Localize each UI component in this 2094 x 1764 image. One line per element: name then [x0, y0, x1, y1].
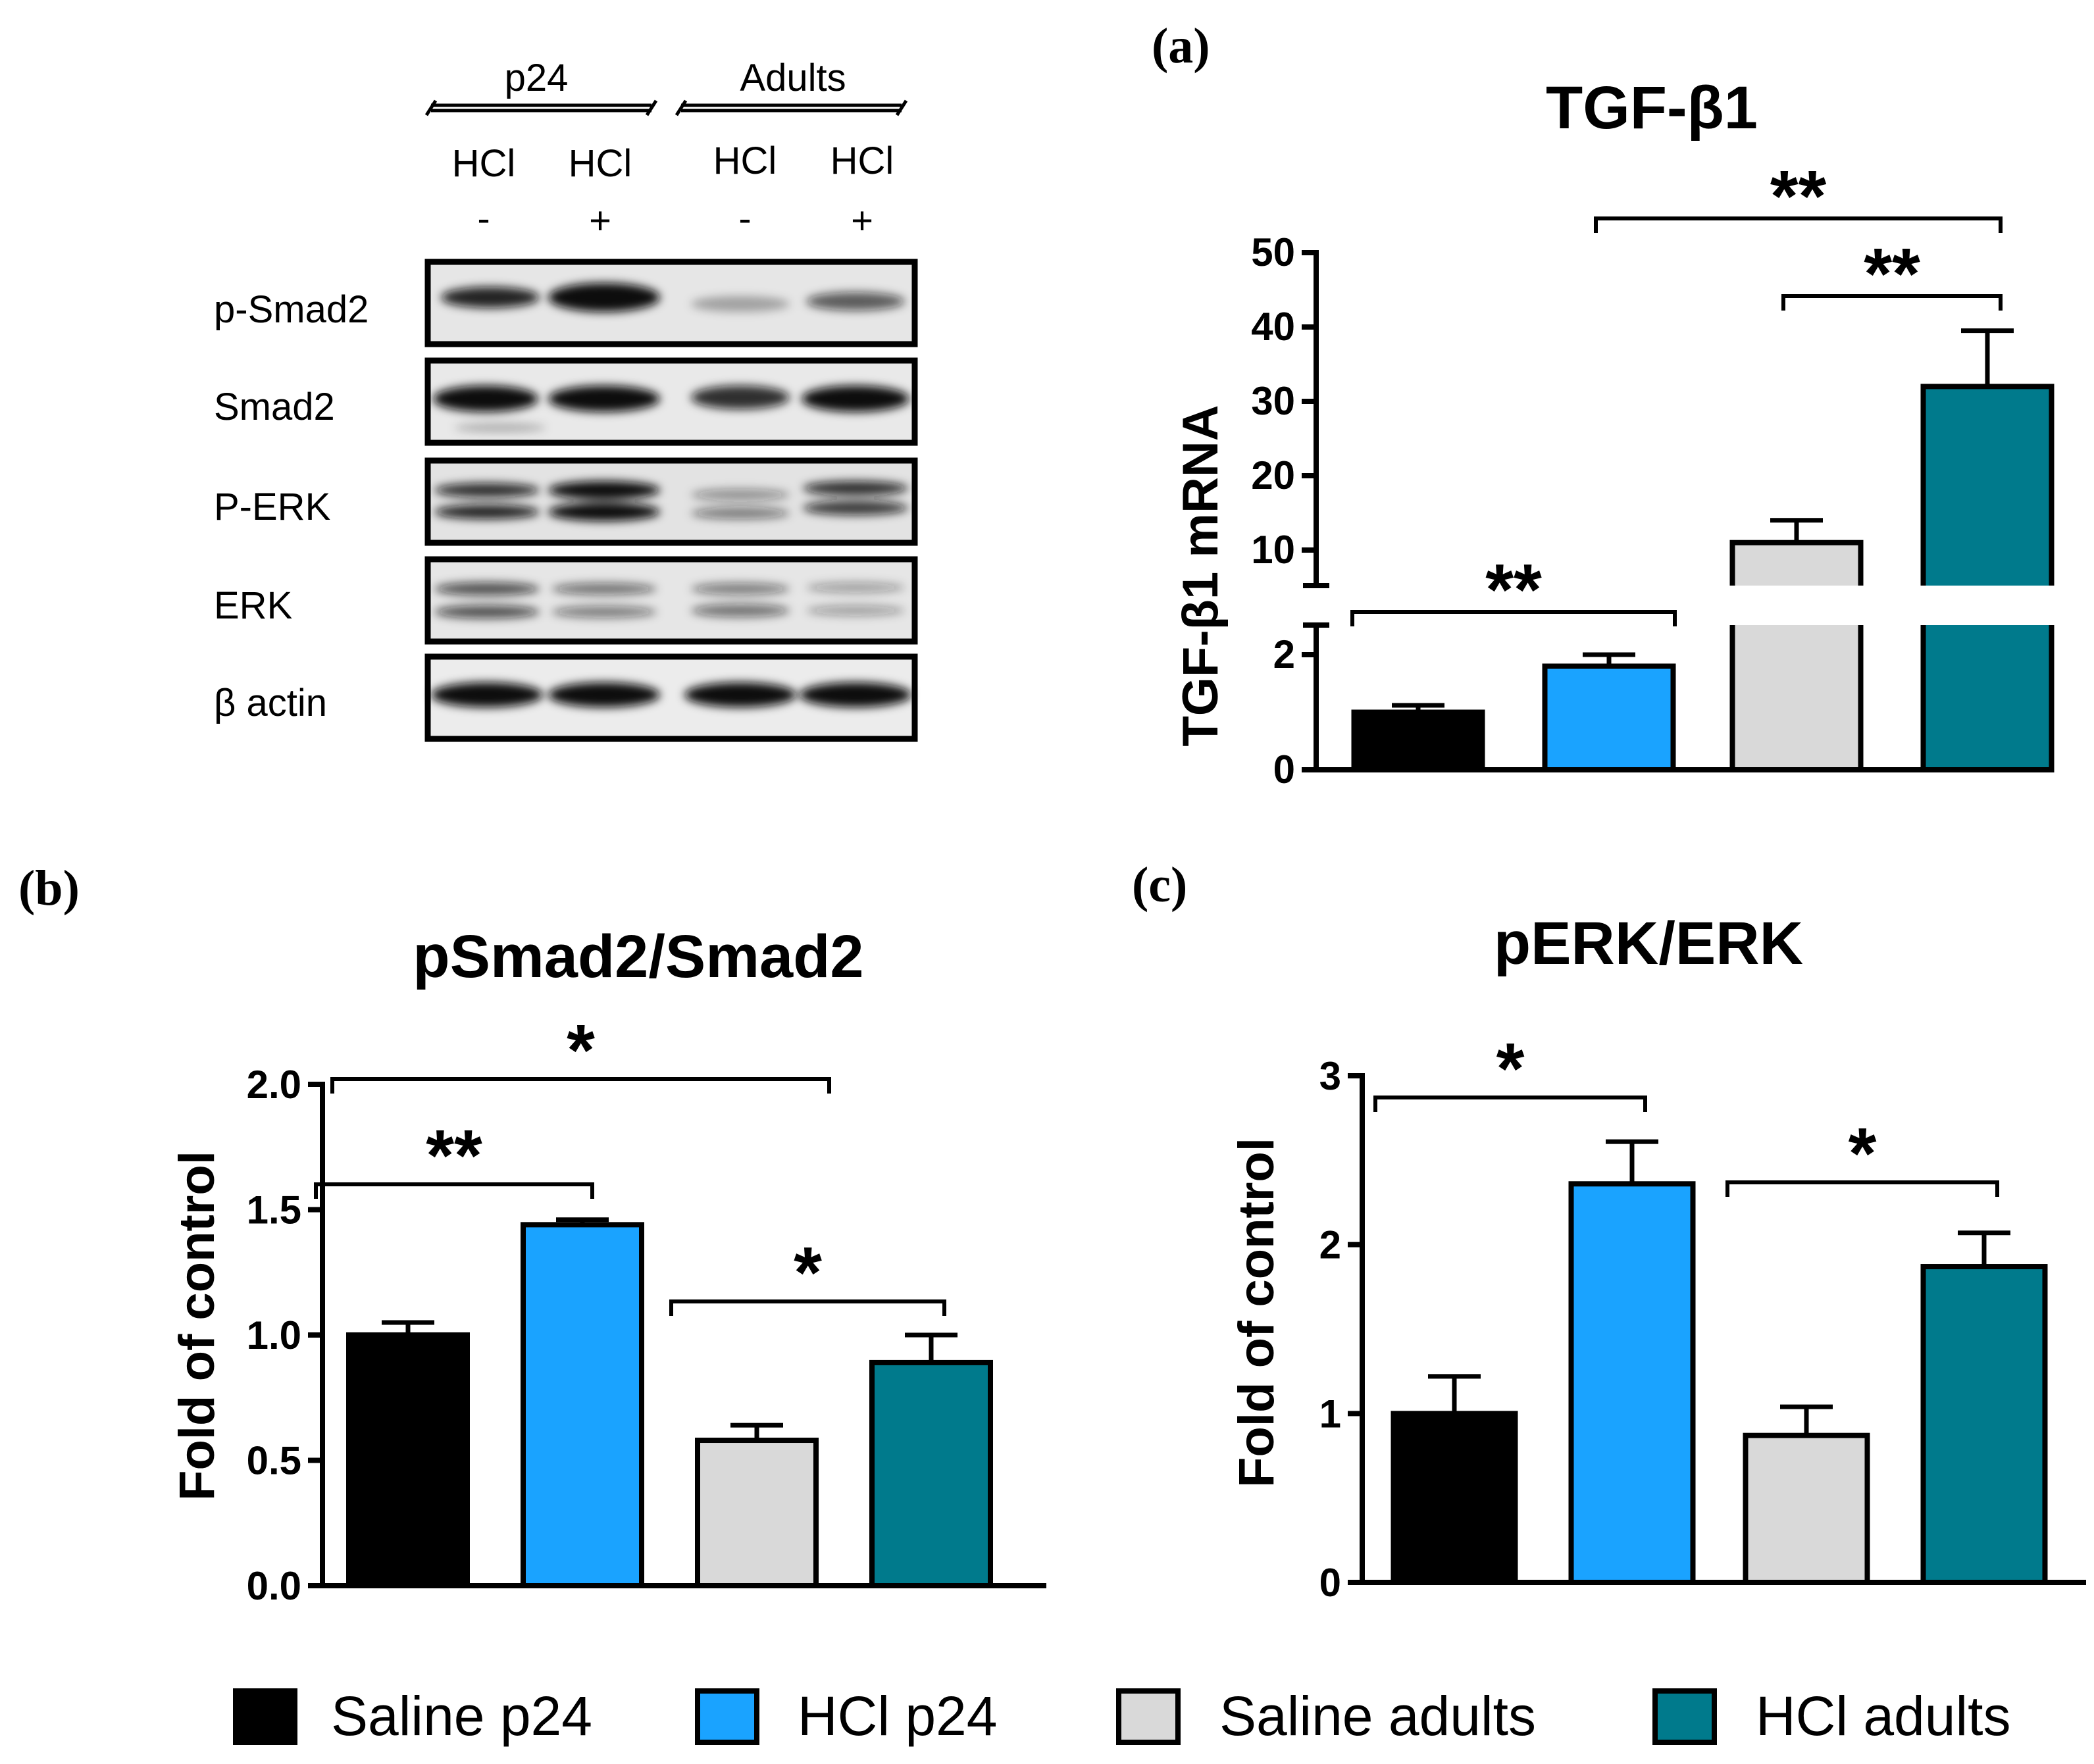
axis-break-gap-hcl-adults [1916, 586, 2058, 625]
blot-group-bracket-p24 [424, 99, 658, 116]
panel-c-ytick-3: 3 [1319, 1054, 1341, 1098]
blot-row-label-psmad2: p-Smad2 [214, 288, 369, 331]
panel-c-label: (c) [1132, 857, 1187, 913]
panel-b-ytick-1: 0.5 [247, 1439, 301, 1483]
significance-label-2: * [567, 1010, 595, 1091]
blot-group-label-p24: p24 [505, 57, 569, 99]
blot-lane-1-sign: - [477, 197, 490, 240]
legend-swatch-hcl-p24 [695, 1688, 759, 1745]
bar-saline-p24 [346, 1332, 470, 1588]
significance-label-3: ** [1770, 156, 1827, 237]
significance-bracket-2 [330, 1077, 831, 1094]
axis-break-gap-saline-adults [1725, 586, 1868, 625]
panel-b: (b) pSmad2/Smad2 Fold of control 0.0 0.5 1… [18, 861, 1046, 1608]
blot-strip-beta-actin [424, 653, 918, 742]
significance-bracket-2 [1725, 1180, 1999, 1197]
bar-hcl-p24 [1568, 1181, 1696, 1586]
panel-a-ylabel: TGF-β1 mRNA [1173, 405, 1229, 746]
panel-c-ylabel: Fold of control [1229, 1138, 1285, 1488]
blot-lane-2-sign: + [589, 199, 611, 242]
significance-bracket-3 [1594, 216, 2003, 233]
legend-label-saline-p24: Saline p24 [331, 1685, 592, 1747]
blot-row-label-beta-actin: β actin [214, 682, 327, 724]
panel-b-ytick-3: 1.5 [247, 1188, 301, 1232]
blot-strip-smad2 [424, 357, 918, 446]
blot-lane-4-treatment: HCl [830, 139, 894, 182]
significance-label-3: * [794, 1232, 822, 1313]
blot-strip-erk [424, 556, 918, 645]
legend-swatch-saline-adults [1116, 1688, 1181, 1745]
panel-b-ytick-0: 0.0 [247, 1564, 301, 1608]
legend-label-hcl-p24: HCl p24 [798, 1685, 997, 1747]
panel-b-ytick-2: 1.0 [247, 1313, 301, 1357]
blot-strip-perk [424, 457, 918, 546]
bar-hcl-p24 [1542, 663, 1676, 772]
blot-lane-4-sign: + [851, 199, 873, 242]
panel-a-ytick-50: 50 [1251, 230, 1295, 274]
blot-lane-3-sign: - [738, 197, 751, 240]
panel-c-title: pERK/ERK [1494, 910, 1803, 977]
legend-label-saline-adults: Saline adults [1219, 1685, 1536, 1747]
western-blot: p24 Adults HCl HCl HCl HCl - + - + p-Sma… [214, 57, 918, 742]
panel-b-label: (b) [18, 861, 80, 916]
blot-lane-1-treatment: HCl [452, 142, 516, 185]
bar-saline-adults [1729, 540, 1864, 772]
legend-swatch-hcl-adults [1652, 1688, 1717, 1745]
bar-saline-adults [695, 1438, 819, 1589]
panel-a-ytick-10: 10 [1251, 528, 1295, 572]
panel-b-ylabel: Fold of control [169, 1151, 225, 1501]
significance-bracket-3 [669, 1299, 946, 1316]
bar-hcl-adults [869, 1359, 993, 1588]
blot-group-bracket-adults [675, 99, 908, 116]
panel-a-ytick-2: 2 [1273, 632, 1295, 676]
panel-a-label: (a) [1152, 18, 1210, 74]
panel-a: (a) TGF-β1 TGF-β1 mRNA 0 2 10 20 30 40 5… [1152, 18, 2058, 792]
panel-c-ytick-0: 0 [1319, 1561, 1341, 1605]
panel-c: (c) pERK/ERK Fold of control 0 1 2 3 * * [1132, 857, 2086, 1605]
significance-label-2: * [1849, 1113, 1877, 1194]
bar-saline-p24 [1351, 709, 1485, 772]
significance-label-1: ** [1485, 549, 1542, 630]
panel-a-ytick-40: 40 [1251, 305, 1295, 349]
blot-lane-2-treatment: HCl [569, 142, 632, 185]
panel-b-title: pSmad2/Smad2 [413, 923, 863, 990]
bar-hcl-adults [1920, 1264, 2048, 1585]
blot-row-label-erk: ERK [214, 584, 293, 627]
significance-label-1: * [1496, 1028, 1525, 1109]
panel-a-ytick-30: 30 [1251, 379, 1295, 423]
panel-a-ytick-20: 20 [1251, 453, 1295, 497]
significance-label-1: ** [426, 1115, 482, 1196]
significance-bracket-1 [1350, 610, 1677, 626]
significance-bracket-1 [314, 1182, 594, 1199]
panel-a-ytick-0: 0 [1273, 747, 1295, 792]
blot-row-label-smad2: Smad2 [214, 386, 335, 428]
significance-bracket-1 [1373, 1096, 1647, 1112]
bar-hcl-adults [1920, 384, 2055, 772]
blot-lane-3-treatment: HCl [713, 139, 777, 182]
legend-swatch-saline-p24 [233, 1688, 297, 1745]
blot-strip-psmad2 [424, 259, 918, 347]
panel-a-ticks [1302, 250, 1316, 772]
panel-c-ytick-1: 1 [1319, 1392, 1341, 1436]
blot-row-label-perk: P-ERK [214, 486, 331, 528]
blot-group-label-adults: Adults [740, 57, 846, 99]
panel-a-title: TGF-β1 [1546, 74, 1758, 141]
bar-saline-p24 [1391, 1411, 1518, 1585]
legend-label-hcl-adults: HCl adults [1756, 1685, 2010, 1747]
significance-label-2: ** [1864, 234, 1920, 315]
bar-saline-adults [1743, 1432, 1870, 1585]
significance-bracket-2 [1781, 294, 2003, 311]
panel-c-ytick-2: 2 [1319, 1223, 1341, 1267]
legend: Saline p24 HCl p24 Saline adults HCl adu… [233, 1685, 2010, 1747]
bar-hcl-p24 [521, 1222, 644, 1588]
panel-b-ytick-4: 2.0 [247, 1063, 301, 1107]
panel-a-axis-break [1303, 583, 1329, 628]
